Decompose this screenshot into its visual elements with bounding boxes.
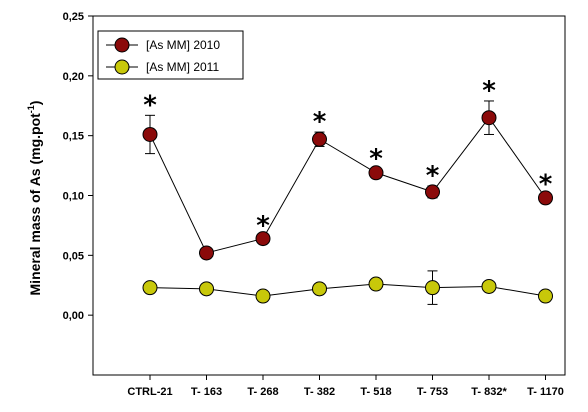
significance-marker: *: [482, 76, 496, 106]
data-point: [142, 280, 158, 296]
x-tick-label: T- 382: [304, 386, 335, 398]
data-point: [255, 231, 271, 247]
y-tick-label: 0,00: [63, 310, 84, 322]
legend-label: [As MM] 2011: [146, 60, 219, 74]
data-point: [368, 165, 384, 181]
legend-item: [As MM] 2010: [106, 37, 220, 53]
y-tick-label: 0,05: [63, 250, 84, 262]
data-point: [255, 288, 271, 304]
data-point: [199, 281, 214, 297]
data-point: [199, 245, 214, 261]
legend-label: [As MM] 2010: [146, 38, 220, 52]
series-1: * * * * * * *: [142, 76, 553, 261]
significance-marker: *: [369, 144, 383, 174]
significance-marker: *: [539, 169, 553, 199]
x-axis: CTRL-21 T- 163 T- 268 T- 382 T- 518 T- 753 T- …: [127, 375, 564, 398]
data-point: [425, 280, 440, 296]
data-point: [368, 276, 384, 292]
x-tick-label: T- 518: [360, 386, 391, 398]
y-axis: 0,00 0,05 0,10 0,15 0,20 0,25: [63, 11, 93, 322]
series-line: [149, 283, 546, 297]
x-tick-label: T- 753: [417, 386, 448, 398]
significance-marker: *: [313, 107, 327, 137]
y-axis-title: Mineral mass of As (mg.pot-1): [26, 101, 43, 296]
y-tick-label: 0,15: [63, 131, 84, 143]
y-tick-label: 0,20: [63, 71, 84, 83]
data-point: [538, 190, 553, 206]
x-tick-label: T- 268: [247, 386, 278, 398]
series-layer: * * * * * * *: [142, 76, 553, 305]
legend-marker: [114, 59, 130, 75]
data-point: [312, 281, 327, 297]
y-tick-label: 0,25: [63, 11, 84, 23]
data-point: [142, 126, 158, 142]
significance-marker: *: [426, 161, 440, 191]
legend-marker: [114, 37, 130, 53]
legend-item: [As MM] 2011: [106, 59, 219, 75]
x-tick-label: CTRL-21: [127, 386, 172, 398]
data-point: [481, 278, 497, 294]
significance-marker: *: [143, 90, 157, 120]
y-tick-label: 0,10: [63, 191, 84, 203]
legend: [As MM] 2010 [As MM] 2011: [97, 30, 244, 80]
x-tick-label: T- 832*: [471, 386, 507, 398]
data-point: [538, 288, 553, 304]
data-point: [425, 184, 440, 200]
significance-marker: *: [256, 211, 270, 241]
series-2: [142, 270, 553, 305]
x-tick-label: T- 163: [191, 386, 222, 398]
data-point: [481, 110, 497, 126]
data-point: [312, 131, 327, 147]
series-line: [149, 116, 546, 254]
x-tick-label: T- 1170: [527, 386, 564, 398]
